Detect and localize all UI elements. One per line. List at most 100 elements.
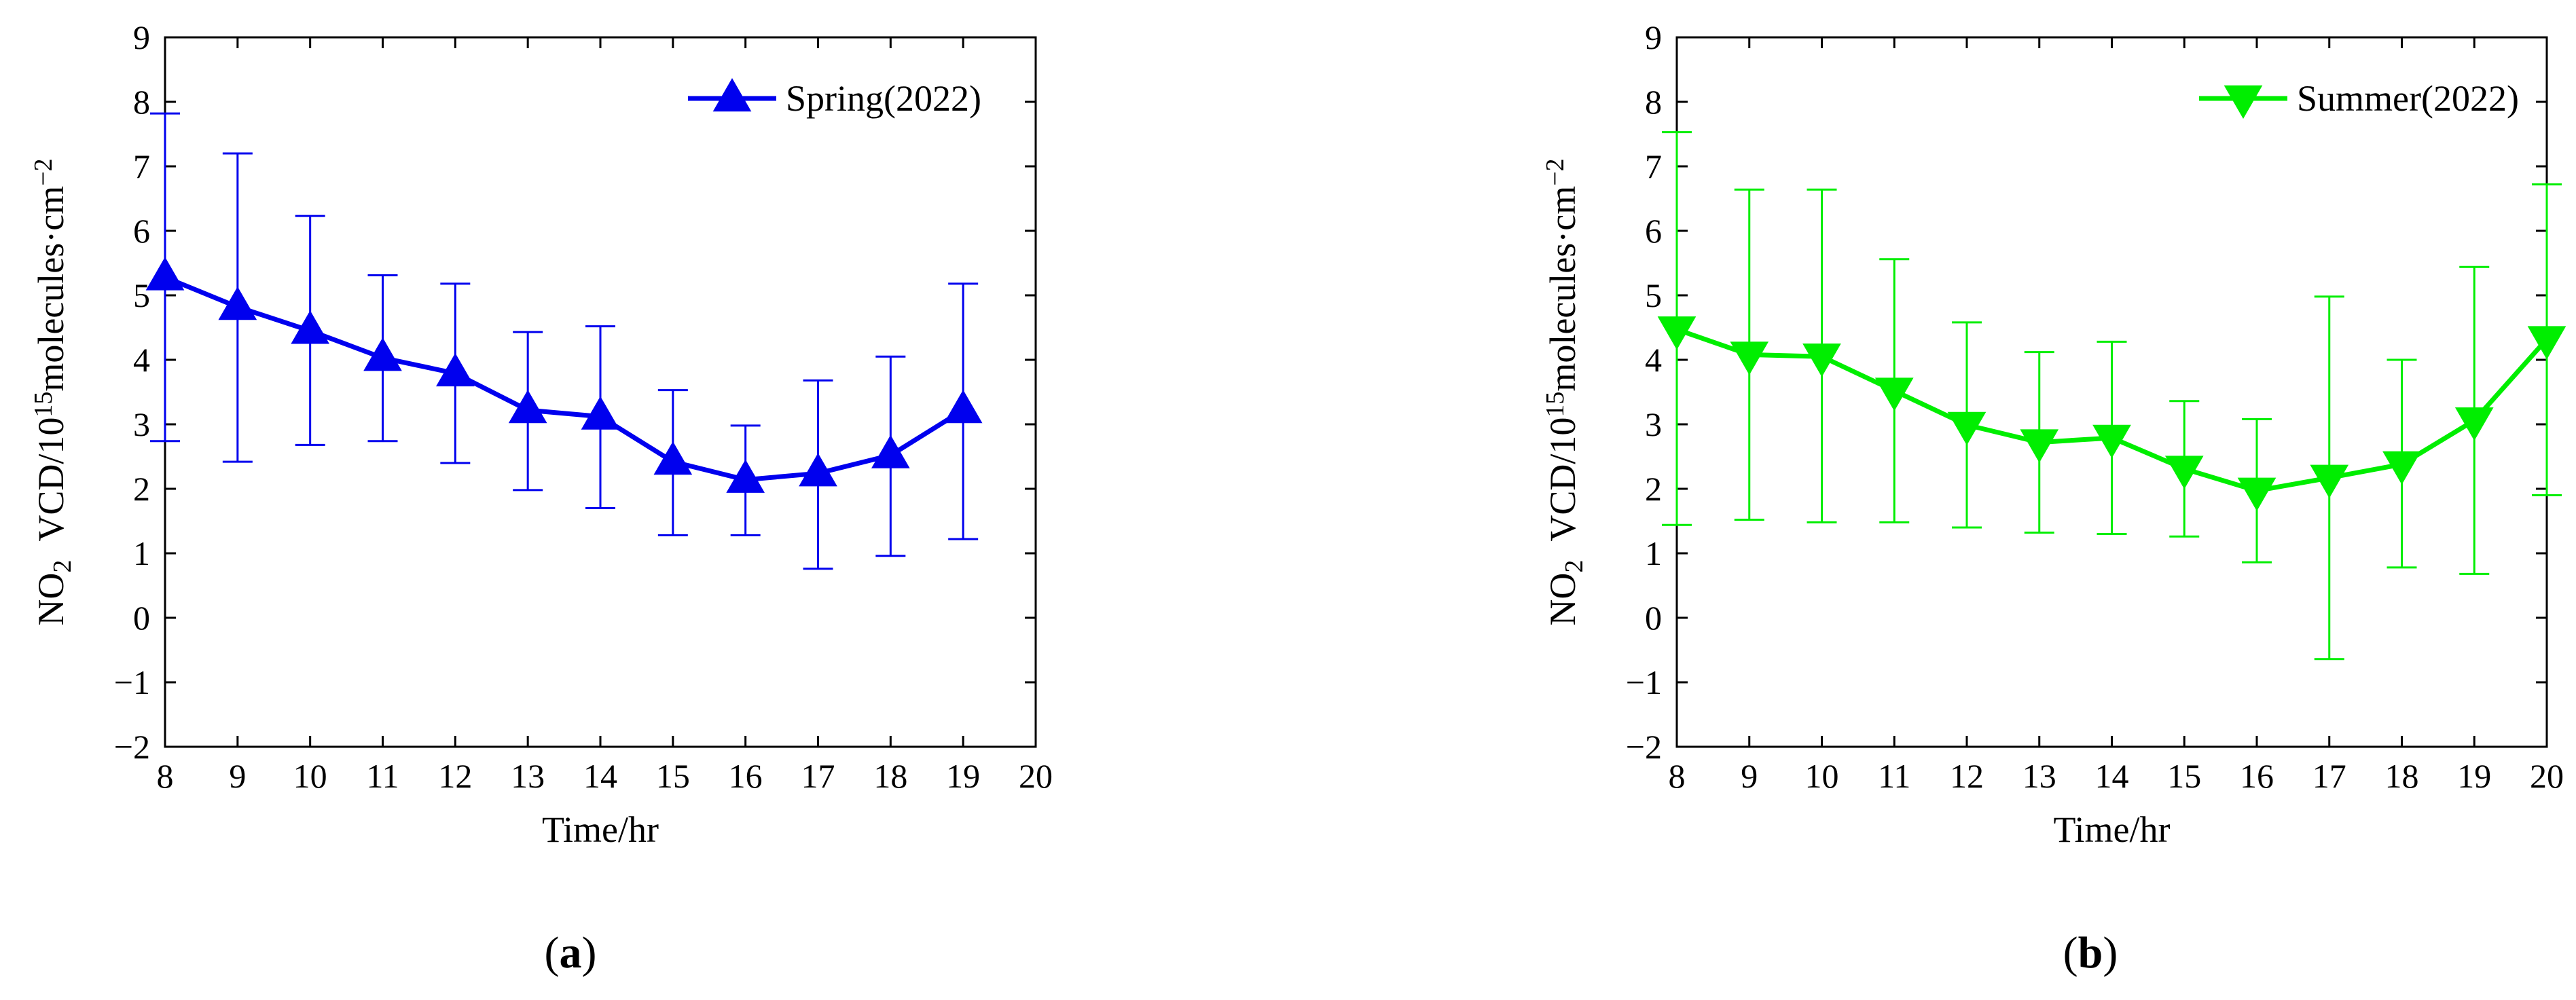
chart1-x-tick-label: 18 [2385, 757, 2419, 795]
chart0-data-point [218, 286, 257, 320]
chart0-y-tick-label: 6 [133, 212, 150, 250]
chart1-y-title-text: molecules·cm [1542, 186, 1583, 392]
chart0-y-tick-label: 7 [133, 147, 150, 185]
panel-b-chart: 8 9 10 11 12 13 14 15 16 17 18 19 20−2−10123456789Ti… [1541, 18, 2566, 978]
chart0-data-point [436, 352, 475, 387]
chart0-y-tick-label: 3 [133, 405, 150, 443]
chart0-y-tick-label: 0 [133, 599, 150, 637]
chart1-x-tick-label: 10 [1805, 757, 1839, 795]
chart0-y-tick-label: 2 [133, 470, 150, 508]
chart1-y-title-subscript: 2 [1560, 560, 1589, 573]
chart1-data-point [2454, 407, 2494, 441]
chart1-x-tick-label: 20 [2530, 757, 2564, 795]
chart0-y-title-subscript: 2 [48, 560, 77, 573]
chart1-y-tick-label: 1 [1645, 534, 1662, 572]
chart1-data-point [2237, 477, 2276, 511]
chart0-y-title-superscript: 15 [29, 392, 58, 418]
chart0-x-tick-label: 12 [438, 757, 472, 795]
chart0-data-point [508, 390, 547, 424]
chart1-y-tick-label: 8 [1645, 83, 1662, 121]
chart1-y-axis-title: NO2 VCD/1015molecules·cm−2 [1541, 158, 1589, 625]
chart1-legend-marker [2224, 85, 2263, 119]
chart0-data-point [726, 459, 765, 493]
chart0-x-axis-title: Time/hr [542, 809, 659, 850]
chart1-x-tick-label: 12 [1950, 757, 1984, 795]
chart0-y-tick-label: 9 [133, 18, 150, 56]
chart1-x-tick-label: 14 [2095, 757, 2129, 795]
chart1-y-tick-label: 5 [1645, 276, 1662, 314]
chart1-y-title-text: VCD/10 [1542, 418, 1583, 560]
chart1-data-point [2092, 424, 2131, 458]
chart1-data-point [2310, 464, 2349, 498]
chart1-y-title-superscript: −2 [1541, 158, 1570, 185]
chart0-y-title-superscript: −2 [29, 158, 58, 185]
chart0-data-point [653, 441, 693, 475]
chart0-caption-open-paren: ( [545, 928, 560, 978]
chart1-data-point [2020, 429, 2059, 463]
chart0-x-tick-label: 10 [293, 757, 327, 795]
chart0-legend-label: Spring(2022) [786, 78, 981, 119]
chart1-data-point [2164, 456, 2204, 489]
chart0-x-tick-label: 11 [366, 757, 399, 795]
chart0-x-tick-label: 9 [229, 757, 246, 795]
chart0-y-tick-label: −1 [114, 663, 150, 701]
chart0-data-point [363, 337, 402, 371]
chart1-x-tick-label: 8 [1669, 757, 1686, 795]
chart0-y-tick-label: 5 [133, 276, 150, 314]
chart0-x-tick-label: 15 [656, 757, 690, 795]
chart0-y-tick-label: −2 [114, 728, 150, 766]
chart1-x-tick-label: 13 [2022, 757, 2056, 795]
chart1-y-tick-label: 0 [1645, 599, 1662, 637]
chart0-data-point [799, 453, 837, 487]
chart1-y-tick-label: 2 [1645, 470, 1662, 508]
chart0-x-tick-label: 18 [873, 757, 907, 795]
chart0-data-point [291, 310, 329, 344]
chart0-data-point [581, 396, 620, 430]
chart1-x-axis-title: Time/hr [2053, 809, 2170, 850]
chart0-data-point [943, 390, 983, 424]
chart1-x-tick-label: 15 [2167, 757, 2201, 795]
chart1-caption-close-paren: ) [2103, 928, 2118, 978]
panel-a-chart: 8 9 10 11 12 13 14 15 16 17 18 19 20−2−10123456789Ti… [29, 18, 1053, 978]
chart1-x-tick-label: 16 [2240, 757, 2274, 795]
chart1-x-tick-label: 19 [2457, 757, 2491, 795]
chart1-caption-letter: b [2078, 928, 2103, 978]
chart0-x-tick-label: 16 [729, 757, 763, 795]
chart0-y-title-text: VCD/10 [31, 418, 71, 560]
chart1-y-tick-label: 6 [1645, 212, 1662, 250]
chart0-x-tick-label: 14 [583, 757, 617, 795]
chart0-y-tick-label: 1 [133, 534, 150, 572]
chart0-y-title-text: NO [31, 573, 71, 626]
chart1-data-point [1874, 377, 1914, 411]
chart1-y-tick-label: 3 [1645, 405, 1662, 443]
chart1-legend-label: Summer(2022) [2297, 78, 2519, 119]
chart0-panel-caption: (a) [545, 928, 597, 978]
chart1-x-tick-label: 11 [1878, 757, 1910, 795]
chart1-y-title-text: NO [1542, 573, 1583, 626]
chart1-data-point [2382, 451, 2421, 485]
chart1-y-tick-label: −2 [1626, 728, 1662, 766]
chart0-caption-close-paren: ) [582, 928, 597, 978]
chart1-y-title-superscript: 15 [1541, 392, 1570, 418]
chart0-legend-marker [712, 77, 752, 112]
chart0-data-point [871, 434, 910, 468]
chart0-y-axis-title: NO2 VCD/1015molecules·cm−2 [29, 158, 77, 625]
chart1-data-point [1730, 341, 1769, 375]
chart0-x-tick-label: 17 [801, 757, 835, 795]
chart1-caption-open-paren: ( [2063, 928, 2078, 978]
chart0-x-tick-label: 20 [1019, 757, 1053, 795]
chart0-x-tick-label: 8 [157, 757, 174, 795]
chart1-y-tick-label: 7 [1645, 147, 1662, 185]
chart0-data-point [145, 257, 185, 291]
chart1-x-tick-label: 9 [1741, 757, 1758, 795]
chart1-data-point [1657, 316, 1697, 350]
chart1-data-point [1802, 344, 1841, 377]
chart1-y-tick-label: 4 [1645, 341, 1662, 379]
chart0-series-line [164, 275, 965, 483]
chart1-x-tick-label: 17 [2312, 757, 2346, 795]
chart0-y-tick-label: 4 [133, 341, 150, 379]
chart0-y-title-text: molecules·cm [31, 186, 71, 392]
chart1-data-point [1947, 411, 1987, 445]
chart1-panel-caption: (b) [2063, 928, 2118, 978]
